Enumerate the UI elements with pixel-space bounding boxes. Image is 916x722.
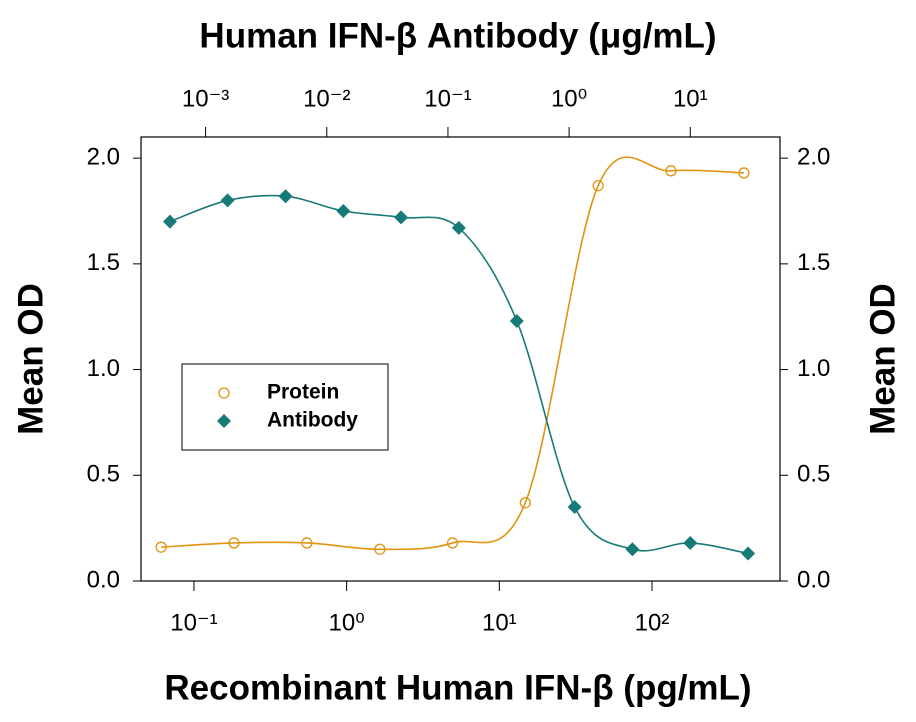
x2-tick-label: 10¹	[673, 85, 708, 112]
x-tick-label: 10⁻¹	[170, 609, 217, 636]
y-tick-label: 0.0	[87, 566, 120, 593]
x-tick-label: 10¹	[482, 609, 517, 636]
y2-axis-label: Mean OD	[863, 283, 902, 435]
data-point	[451, 220, 466, 235]
y-axis-label: Mean OD	[11, 283, 50, 435]
data-point	[567, 500, 582, 514]
x2-tick-label: 10⁻²	[303, 85, 350, 112]
data-point	[162, 214, 177, 229]
data-point	[155, 541, 167, 553]
data-point	[738, 167, 750, 179]
data-point	[336, 204, 351, 218]
chart-title: Human IFN-β Antibody (μg/mL)	[199, 16, 716, 55]
x-axis-label: Recombinant Human IFN-β (pg/mL)	[164, 668, 751, 707]
y-tick-label: 0.5	[87, 461, 120, 488]
y-tick-label: 1.5	[87, 249, 120, 276]
y2-tick-label: 1.5	[797, 249, 830, 276]
plot-frame	[140, 136, 781, 582]
data-point	[683, 535, 698, 550]
data-point	[446, 537, 459, 549]
y2-tick-label: 0.5	[797, 461, 830, 488]
data-point	[509, 313, 524, 328]
data-point	[228, 537, 240, 549]
x2-tick-label: 10⁻³	[182, 85, 229, 112]
data-point	[374, 543, 386, 555]
x2-tick-label: 10⁰	[551, 85, 587, 112]
data-point	[625, 542, 640, 557]
x-tick-label: 10⁰	[328, 609, 364, 636]
legend-marker	[217, 414, 231, 428]
data-point	[519, 497, 531, 509]
y-tick-label: 2.0	[87, 143, 120, 170]
data-point	[592, 179, 604, 192]
x2-tick-label: 10⁻¹	[424, 85, 471, 112]
y2-tick-label: 2.0	[797, 143, 830, 170]
y-tick-label: 1.0	[87, 355, 120, 382]
legend-label: Antibody	[267, 409, 358, 432]
y2-tick-label: 1.0	[797, 355, 830, 382]
data-point	[665, 165, 677, 177]
data-point	[301, 537, 313, 549]
data-point	[394, 210, 409, 225]
y2-tick-label: 0.0	[797, 566, 830, 593]
x-tick-label: 10²	[635, 609, 670, 636]
legend-box	[181, 363, 389, 451]
fit-line	[161, 156, 744, 551]
data-point	[220, 193, 235, 208]
data-point	[741, 546, 756, 561]
legend-marker	[218, 387, 230, 399]
data-point	[278, 189, 293, 204]
legend-label: Protein	[267, 381, 339, 404]
